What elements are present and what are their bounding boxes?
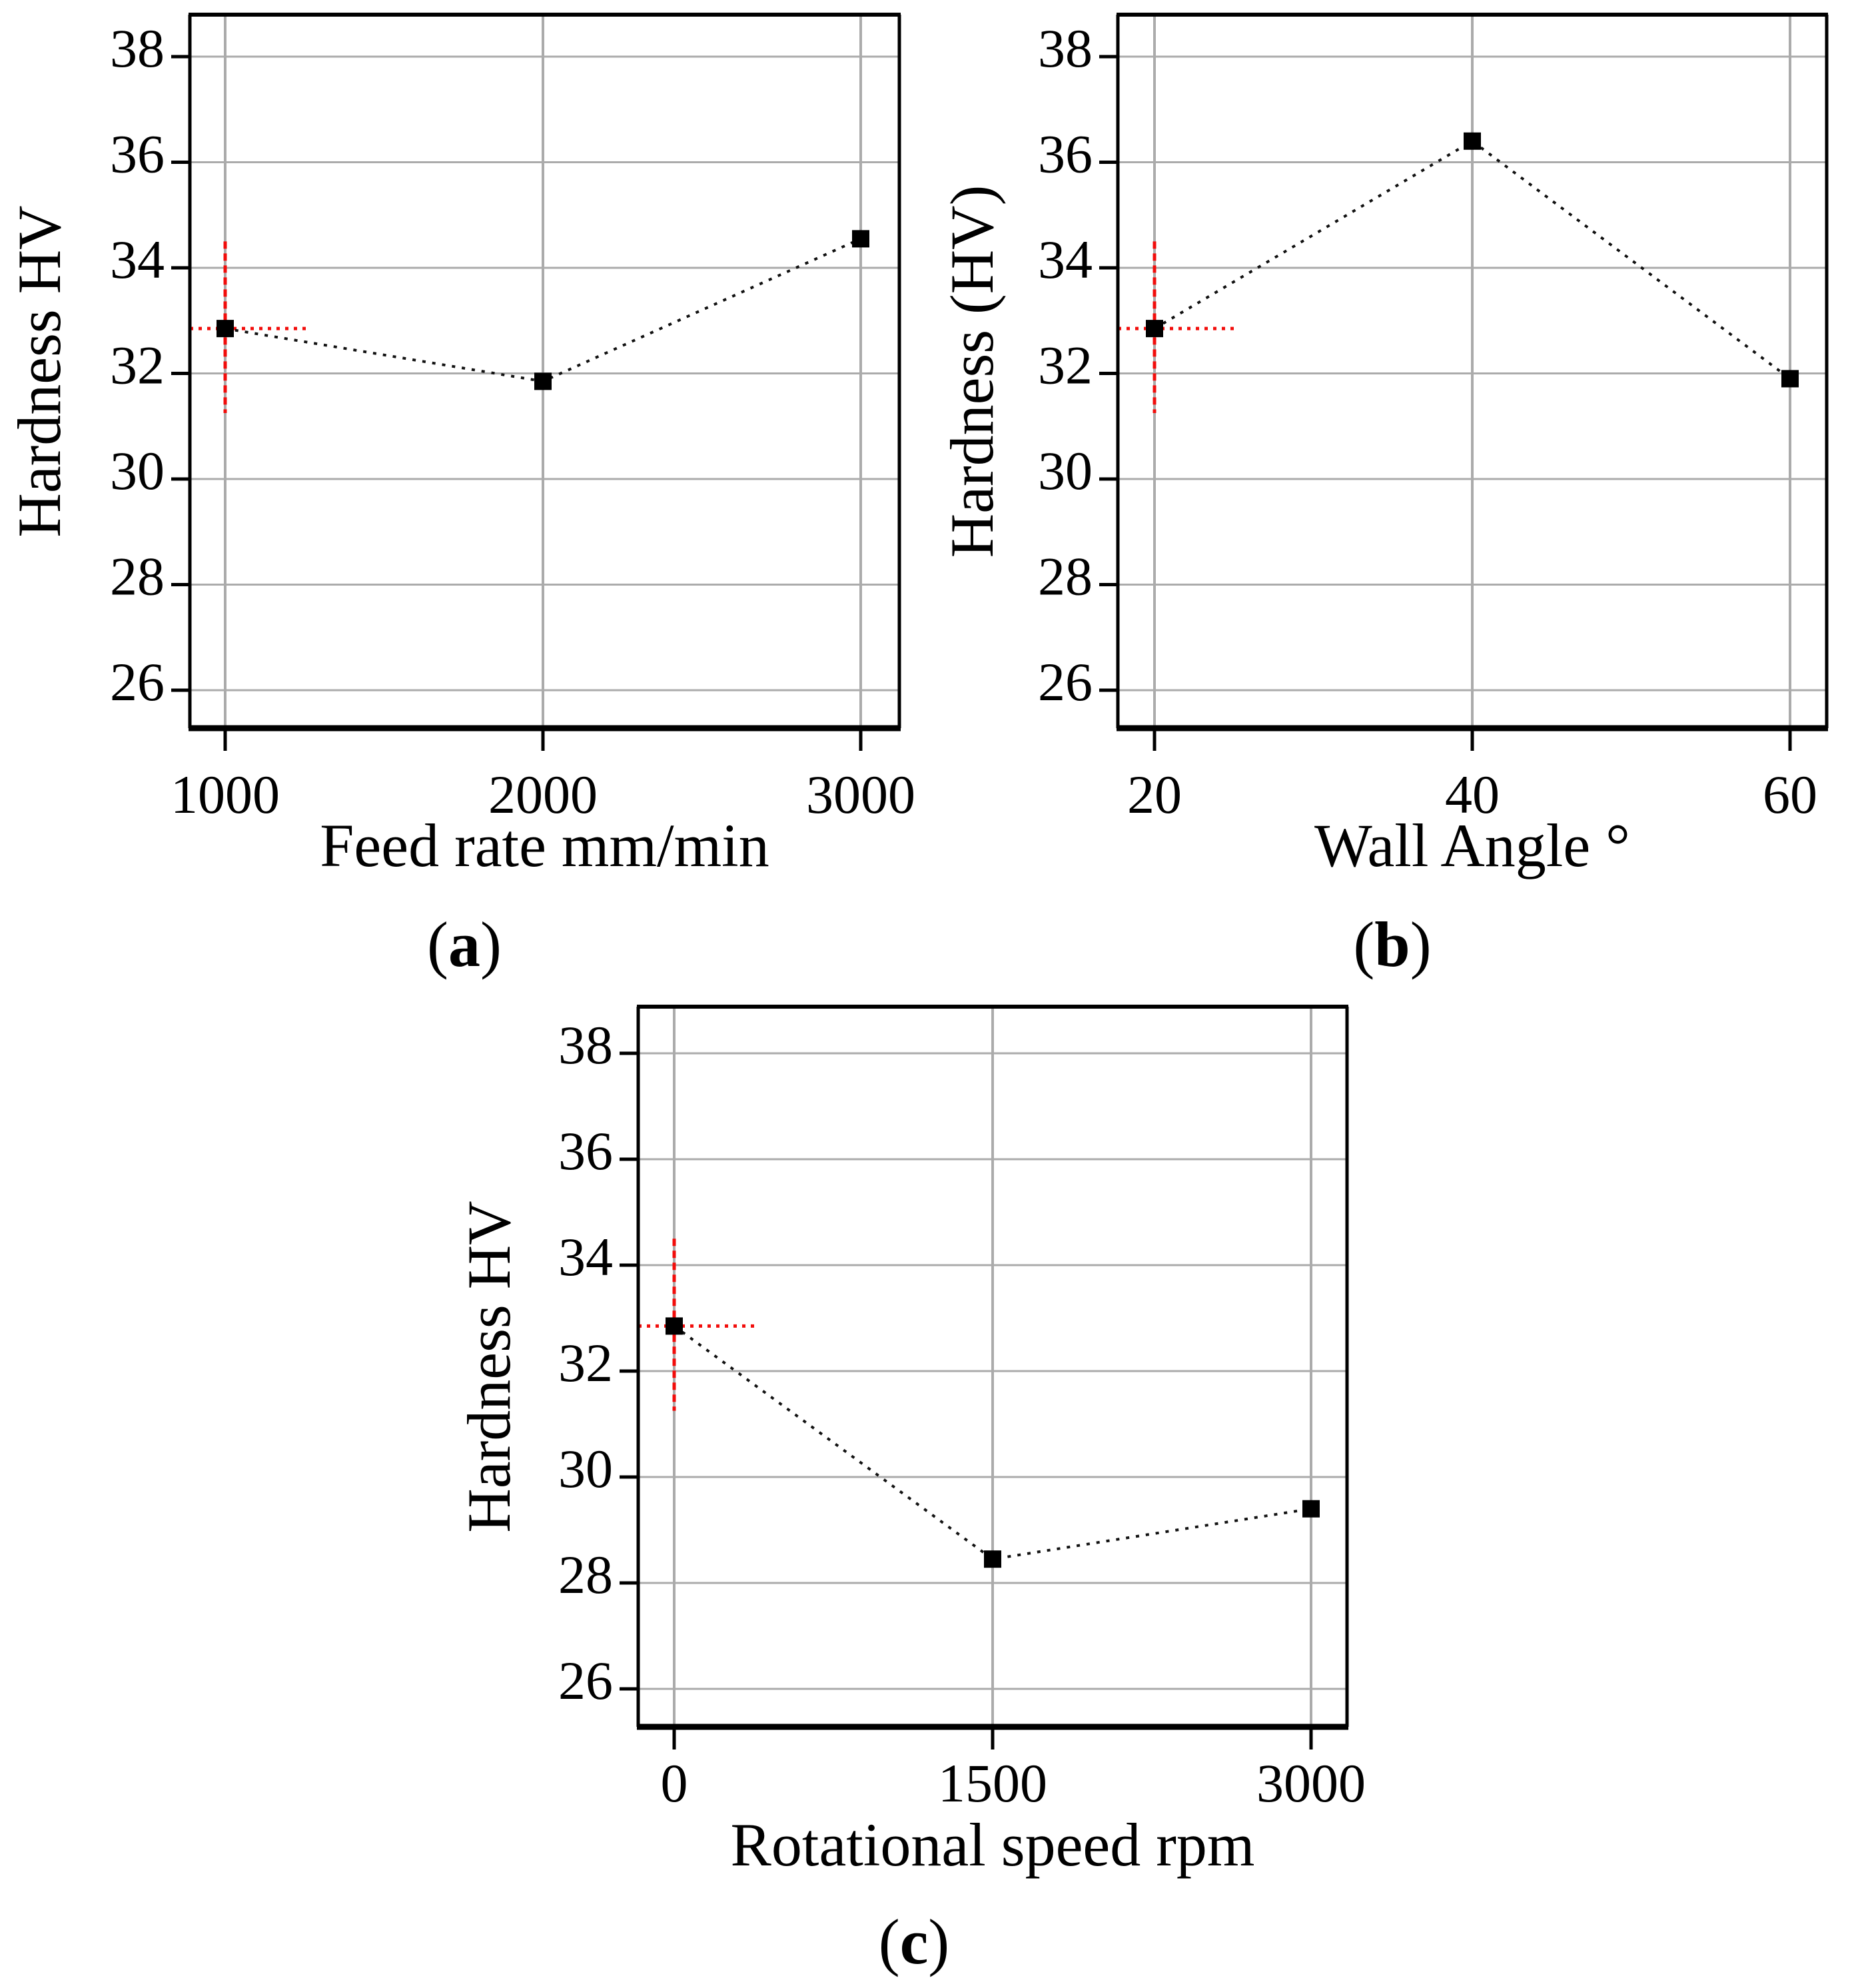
panel-b-y-tick-label-34: 34 [1038,229,1093,290]
panel-b-caption: (b) [1353,909,1431,980]
panel-c-data-marker-0 [666,1317,683,1335]
panel-a-data-marker-2000 [534,372,552,390]
panel-a-data-marker-1000 [217,320,234,338]
panel-b-y-tick-label-38: 38 [1038,18,1093,79]
panel-b-y-tick-label-36: 36 [1038,124,1093,185]
panel-b-y-tick-label-30: 30 [1038,440,1093,501]
panel-a-y-axis-label: Hardness HV [5,205,73,537]
panel-b-data-marker-20 [1146,320,1163,338]
panel-c-y-tick-label-26: 26 [558,1650,613,1711]
chart-panel-b: 38 36 34 32 30 28 26 20 40 60 Wall Angle ° Hardness… [938,13,1829,980]
panel-c-x-tick-label-0: 0 [661,1753,688,1813]
panel-a-y-tick-label-26: 26 [110,652,165,712]
panel-c-y-tick-label-36: 36 [558,1121,613,1181]
panel-b-y-tick-label-26: 26 [1038,652,1093,712]
panel-a-x-tick-label-3000: 3000 [806,764,915,825]
panel-b-y-axis-label: Hardness (HV) [938,185,1006,558]
panel-a-x-axis-label: Feed rate mm/min [320,811,769,879]
panel-b-x-axis-label: Wall Angle ° [1314,811,1630,879]
panel-a-y-tick-label-38: 38 [110,18,165,79]
panel-b-data-marker-60 [1781,370,1799,388]
panel-c-y-tick-label-28: 28 [558,1544,613,1605]
panel-a-x-tick-label-2000: 2000 [488,764,598,825]
panel-a-caption: (a) [427,909,502,980]
panel-a-y-tick-label-36: 36 [110,124,165,185]
panel-c-y-tick-label-34: 34 [558,1227,613,1287]
panel-c-data-marker-1500 [984,1550,1001,1568]
panel-a-y-tick-label-34: 34 [110,229,165,290]
panel-c-y-tick-label-30: 30 [558,1438,613,1499]
panel-b-data-marker-40 [1464,132,1481,150]
panel-c-connector-line [673,1324,1312,1561]
panel-b-connector-line [1153,139,1791,380]
panel-c-x-tick-label-1500: 1500 [938,1753,1047,1813]
panel-c-x-axis-label: Rotational speed rpm [731,1811,1255,1879]
panel-c-caption: (c) [879,1906,950,1977]
panel-b-y-tick-label-28: 28 [1038,546,1093,607]
panel-c-data-marker-3000 [1302,1500,1320,1518]
panel-a-x-tick-label-1000: 1000 [171,764,280,825]
panel-a-data-marker-3000 [852,230,869,248]
panel-b-y-tick-label-32: 32 [1038,335,1093,396]
panel-b-x-tick-label-60: 60 [1763,764,1817,825]
panel-b-x-tick-label-40: 40 [1445,764,1500,825]
panel-c-x-tick-label-3000: 3000 [1256,1753,1366,1813]
panel-b-x-tick-label-20: 20 [1127,764,1182,825]
panel-a-y-tick-label-30: 30 [110,440,165,501]
panel-a-y-tick-label-32: 32 [110,335,165,396]
panel-c-y-axis-label: Hardness HV [455,1201,523,1532]
panel-c-y-tick-label-38: 38 [558,1015,613,1075]
panel-c-y-tick-label-32: 32 [558,1332,613,1393]
panel-a-y-tick-label-28: 28 [110,546,165,607]
